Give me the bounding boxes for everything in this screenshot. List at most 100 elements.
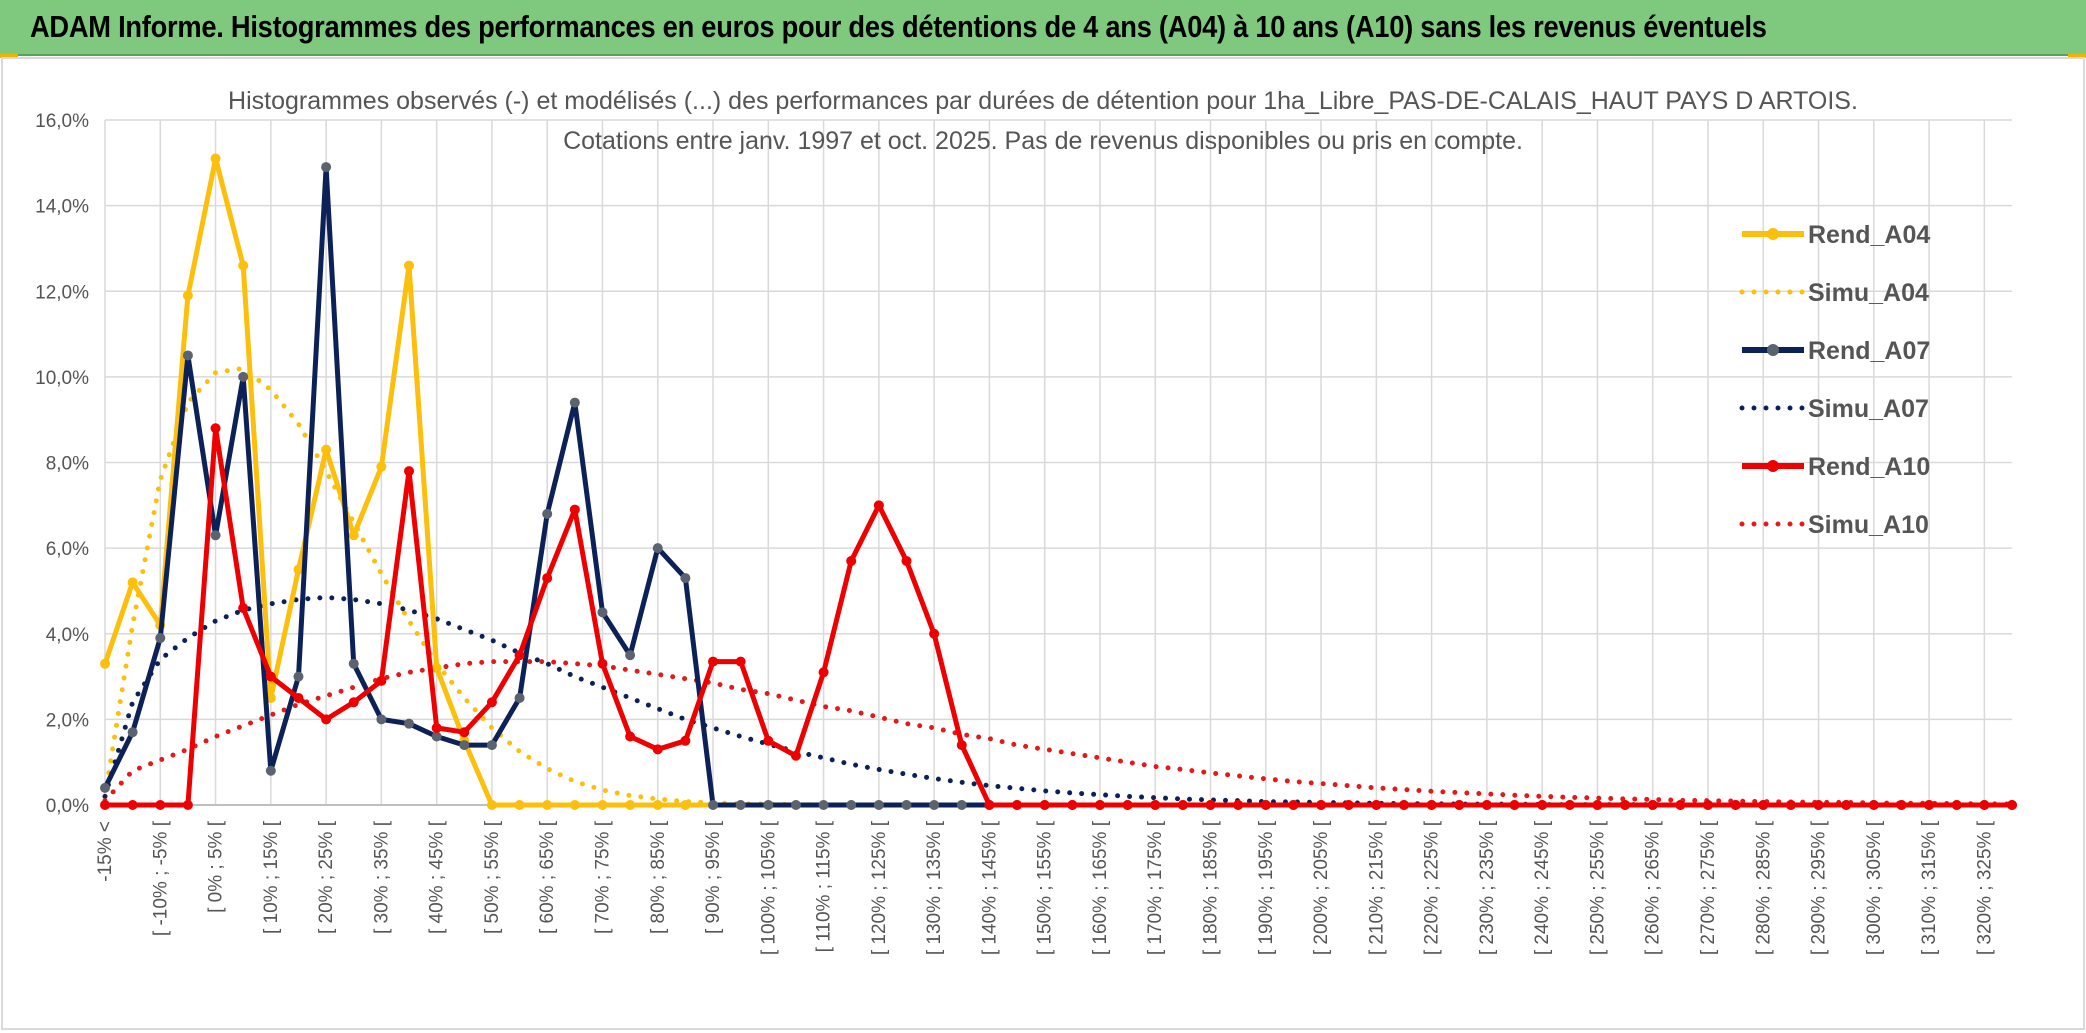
data-point bbox=[984, 800, 995, 810]
data-point bbox=[1343, 800, 1354, 810]
y-tick-label: 10,0% bbox=[35, 368, 89, 389]
data-point bbox=[763, 800, 774, 810]
data-point bbox=[763, 735, 774, 746]
data-point bbox=[818, 800, 829, 810]
data-point bbox=[265, 765, 276, 776]
x-tick-label: [ 210% ; 215% [ bbox=[1366, 820, 1387, 955]
data-point bbox=[238, 603, 249, 614]
data-point bbox=[1813, 800, 1824, 810]
data-point bbox=[127, 800, 138, 810]
x-tick-label: [ 220% ; 225% [ bbox=[1422, 820, 1443, 955]
data-point bbox=[514, 650, 525, 661]
data-point bbox=[100, 658, 110, 669]
data-point bbox=[569, 397, 580, 408]
data-point bbox=[929, 800, 940, 810]
data-point bbox=[404, 718, 415, 729]
chart-series bbox=[100, 153, 2017, 810]
data-point bbox=[486, 697, 497, 708]
legend-marker bbox=[1767, 460, 1779, 472]
data-point bbox=[1205, 800, 1216, 810]
data-point bbox=[597, 607, 608, 618]
report-header-banner: ADAM Informe. Histogrammes des performan… bbox=[0, 0, 2086, 56]
x-tick-label: [ 290% ; 295% [ bbox=[1809, 820, 1830, 955]
data-point bbox=[376, 714, 387, 725]
data-point bbox=[100, 782, 110, 793]
x-tick-label: [ 260% ; 265% [ bbox=[1643, 820, 1664, 955]
data-point bbox=[956, 800, 967, 810]
y-tick-label: 16,0% bbox=[35, 111, 89, 132]
data-point bbox=[1150, 800, 1161, 810]
data-point bbox=[901, 555, 912, 566]
data-point bbox=[846, 555, 857, 566]
legend-item-rend-a10: Rend_A10 bbox=[1742, 453, 1930, 481]
x-tick-label: [ 80% ; 85% [ bbox=[648, 820, 669, 934]
data-point bbox=[1951, 800, 1962, 810]
legend-label: Rend_A07 bbox=[1808, 337, 1930, 365]
data-point bbox=[542, 573, 553, 584]
x-tick-label: [ 240% ; 245% [ bbox=[1532, 820, 1553, 955]
data-point bbox=[431, 722, 442, 733]
data-point bbox=[901, 800, 912, 810]
data-point bbox=[708, 800, 719, 810]
data-point bbox=[1426, 800, 1437, 810]
data-point bbox=[210, 423, 221, 434]
data-point bbox=[1841, 800, 1852, 810]
data-point bbox=[514, 800, 525, 810]
data-point bbox=[1620, 800, 1631, 810]
data-point bbox=[486, 740, 497, 751]
data-point bbox=[1758, 800, 1769, 810]
data-point bbox=[735, 800, 746, 810]
legend-item-simu-a10: Simu_A10 bbox=[1739, 511, 1929, 539]
x-tick-label: [ 180% ; 185% [ bbox=[1201, 820, 1222, 955]
data-point bbox=[1730, 800, 1741, 810]
x-tick-label: [ 190% ; 195% [ bbox=[1256, 820, 1277, 955]
data-point bbox=[348, 697, 359, 708]
chart-legend: Rend_A04 Simu_A04 Rend_A07 Simu_A07 Rend_A10… bbox=[1739, 221, 1930, 539]
legend-label: Rend_A04 bbox=[1808, 221, 1930, 249]
legend-label: Simu_A04 bbox=[1808, 279, 1929, 307]
y-tick-label: 8,0% bbox=[46, 454, 89, 475]
data-point bbox=[790, 800, 801, 810]
x-tick-label: [ 150% ; 155% [ bbox=[1035, 820, 1056, 955]
data-point bbox=[293, 564, 304, 575]
y-tick-label: 14,0% bbox=[35, 197, 89, 218]
data-point bbox=[625, 650, 636, 661]
x-tick-label: [ 120% ; 125% [ bbox=[869, 820, 890, 955]
data-point bbox=[1868, 800, 1879, 810]
data-point bbox=[956, 740, 967, 751]
data-point bbox=[210, 530, 221, 541]
x-tick-label: [ 70% ; 75% [ bbox=[592, 820, 613, 934]
data-point bbox=[1094, 800, 1105, 810]
data-point bbox=[293, 692, 304, 703]
x-tick-label: [ 160% ; 165% [ bbox=[1090, 820, 1111, 955]
data-point bbox=[100, 800, 110, 810]
x-tick-label: [ 320% ; 325% [ bbox=[1974, 820, 1995, 955]
x-tick-label: [ 200% ; 205% [ bbox=[1311, 820, 1332, 955]
data-point bbox=[569, 504, 580, 515]
data-point bbox=[1398, 800, 1409, 810]
corner-mark-right bbox=[2068, 54, 2086, 58]
data-point bbox=[708, 656, 719, 667]
data-point bbox=[652, 543, 663, 554]
x-tick-label: -15% < bbox=[95, 821, 116, 882]
data-point bbox=[514, 692, 525, 703]
data-point bbox=[1177, 800, 1188, 810]
data-point bbox=[210, 153, 221, 164]
data-point bbox=[127, 727, 138, 738]
data-point bbox=[321, 714, 332, 725]
legend-label: Simu_A07 bbox=[1808, 395, 1929, 423]
data-point bbox=[1647, 800, 1658, 810]
legend-label: Simu_A10 bbox=[1808, 511, 1929, 539]
data-point bbox=[597, 800, 608, 810]
x-tick-label: [ 50% ; 55% [ bbox=[482, 820, 503, 934]
x-tick-label: [ 270% ; 275% [ bbox=[1698, 820, 1719, 955]
y-tick-label: 4,0% bbox=[46, 625, 89, 646]
data-point bbox=[1592, 800, 1603, 810]
data-point bbox=[818, 667, 829, 678]
y-tick-label: 0,0% bbox=[46, 796, 89, 817]
data-point bbox=[459, 740, 470, 751]
corner-mark-left bbox=[0, 54, 18, 58]
data-point bbox=[293, 671, 304, 682]
data-point bbox=[348, 658, 359, 669]
x-tick-label: [ 90% ; 95% [ bbox=[703, 820, 724, 934]
